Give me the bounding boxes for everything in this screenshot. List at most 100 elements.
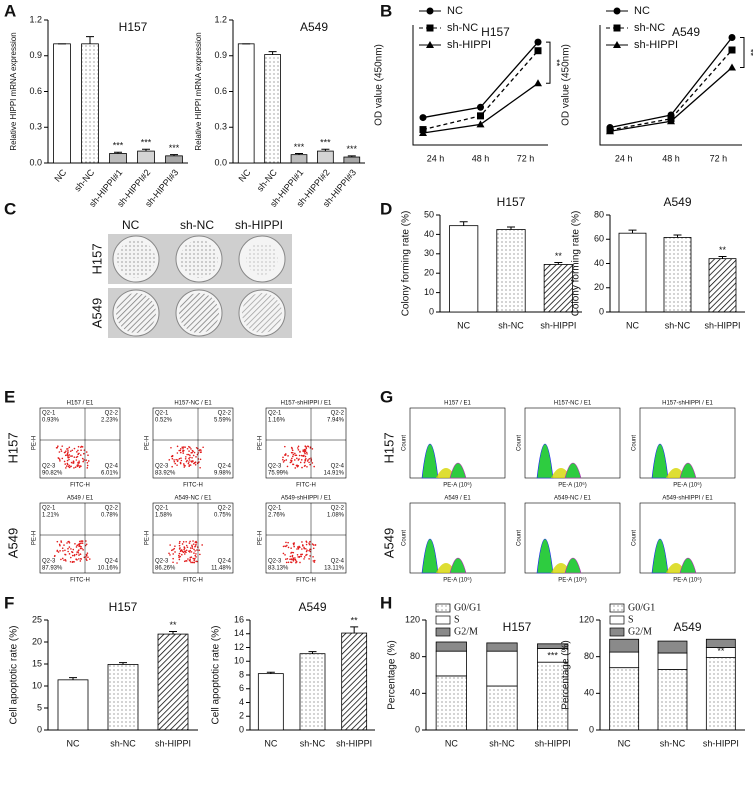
event-dot (82, 460, 84, 463)
event-dot (185, 456, 187, 458)
event-dot (287, 541, 289, 544)
chart-title: H157 (119, 20, 148, 34)
quadrant-name: Q2-2 (331, 411, 345, 417)
event-dot (199, 553, 201, 556)
event-dot (306, 460, 309, 462)
x-tick-label: sh-NC (255, 167, 279, 193)
event-dot (191, 547, 194, 549)
y-tick-label: 80 (594, 209, 604, 219)
event-dot (304, 452, 306, 455)
x-tick-label: sh-HIPPI (703, 738, 739, 748)
legend-label: S (628, 614, 634, 625)
event-dot (189, 464, 192, 466)
marker (534, 38, 542, 46)
event-dot (303, 461, 306, 464)
event-dot (296, 548, 298, 550)
event-dot (73, 447, 76, 450)
event-dot (68, 464, 70, 467)
x-axis-label: PE-A (10⁶) (558, 482, 586, 489)
y-tick-label: 10 (32, 680, 42, 690)
event-dot (175, 458, 178, 461)
event-dot (312, 556, 314, 558)
bar-segment (486, 642, 518, 652)
bar (663, 237, 692, 313)
significance: ** (717, 646, 725, 656)
bar (53, 43, 71, 164)
event-dot (61, 547, 64, 549)
event-dot (188, 465, 190, 468)
event-dot (79, 560, 82, 562)
bar-segment (705, 657, 736, 731)
event-dot (179, 550, 182, 553)
event-dot (78, 540, 81, 543)
event-dot (194, 545, 197, 547)
marker (534, 79, 542, 87)
event-dot (290, 552, 292, 554)
x-axis-label: FITC-H (296, 483, 316, 489)
y-tick-label: 0 (415, 724, 420, 734)
legend-label: NC (447, 5, 463, 17)
event-dot (296, 553, 299, 556)
event-dot (60, 448, 62, 451)
y-tick-label: 15 (32, 658, 42, 668)
bar-segment (537, 661, 569, 731)
event-dot (308, 461, 310, 464)
event-dot (172, 548, 174, 551)
y-tick-label: 120 (579, 614, 594, 624)
event-dot (295, 561, 297, 564)
event-dot (78, 452, 80, 455)
event-dot (168, 459, 171, 461)
event-dot (282, 456, 284, 459)
marker (613, 24, 621, 32)
quadrant-name: Q2-4 (218, 464, 232, 470)
event-dot (182, 541, 185, 543)
quadrant-name: Q2-4 (105, 464, 119, 470)
y-tick-label: 30 (424, 248, 434, 258)
event-dot (194, 463, 197, 466)
quadrant-name: Q2-3 (155, 559, 169, 565)
event-dot (73, 561, 75, 563)
event-dot (83, 556, 86, 559)
event-dot (303, 454, 305, 457)
event-dot (182, 452, 185, 454)
significance: ** (746, 49, 753, 57)
significance: ** (555, 251, 563, 261)
event-dot (313, 561, 316, 563)
y-tick-label: 0.9 (29, 50, 42, 60)
event-dot (301, 553, 303, 556)
event-dot (302, 449, 305, 451)
event-dot (64, 454, 67, 457)
plot-title: A549-shHIPPI / E1 (662, 496, 713, 502)
event-dot (297, 447, 299, 449)
event-dot (192, 543, 195, 545)
event-dot (55, 446, 58, 449)
event-dot (194, 541, 197, 544)
event-dot (172, 553, 174, 555)
event-dot (71, 554, 74, 557)
x-tick-label: 72 h (710, 153, 728, 163)
event-dot (73, 554, 76, 556)
y-axis-label: Count (517, 530, 523, 546)
event-dot (171, 465, 173, 468)
event-dot (176, 452, 179, 454)
event-dot (179, 461, 182, 464)
histogram-g2 (679, 462, 697, 479)
event-dot (193, 558, 196, 560)
bar (237, 43, 255, 164)
event-dot (297, 459, 300, 461)
event-dot (192, 540, 194, 542)
event-dot (191, 460, 194, 462)
event-dot (300, 555, 302, 558)
event-dot (85, 543, 88, 546)
event-dot (176, 562, 178, 564)
event-dot (189, 456, 191, 459)
plot-title: A549 / E1 (67, 496, 94, 502)
event-dot (285, 561, 288, 564)
event-dot (65, 465, 68, 467)
quadrant-name: Q2-3 (268, 464, 282, 470)
y-tick-label: 1.2 (29, 14, 42, 24)
bar-segment (435, 641, 467, 652)
x-tick-label: NC (52, 167, 68, 184)
marker (477, 112, 484, 120)
histogram-g2 (564, 462, 582, 479)
